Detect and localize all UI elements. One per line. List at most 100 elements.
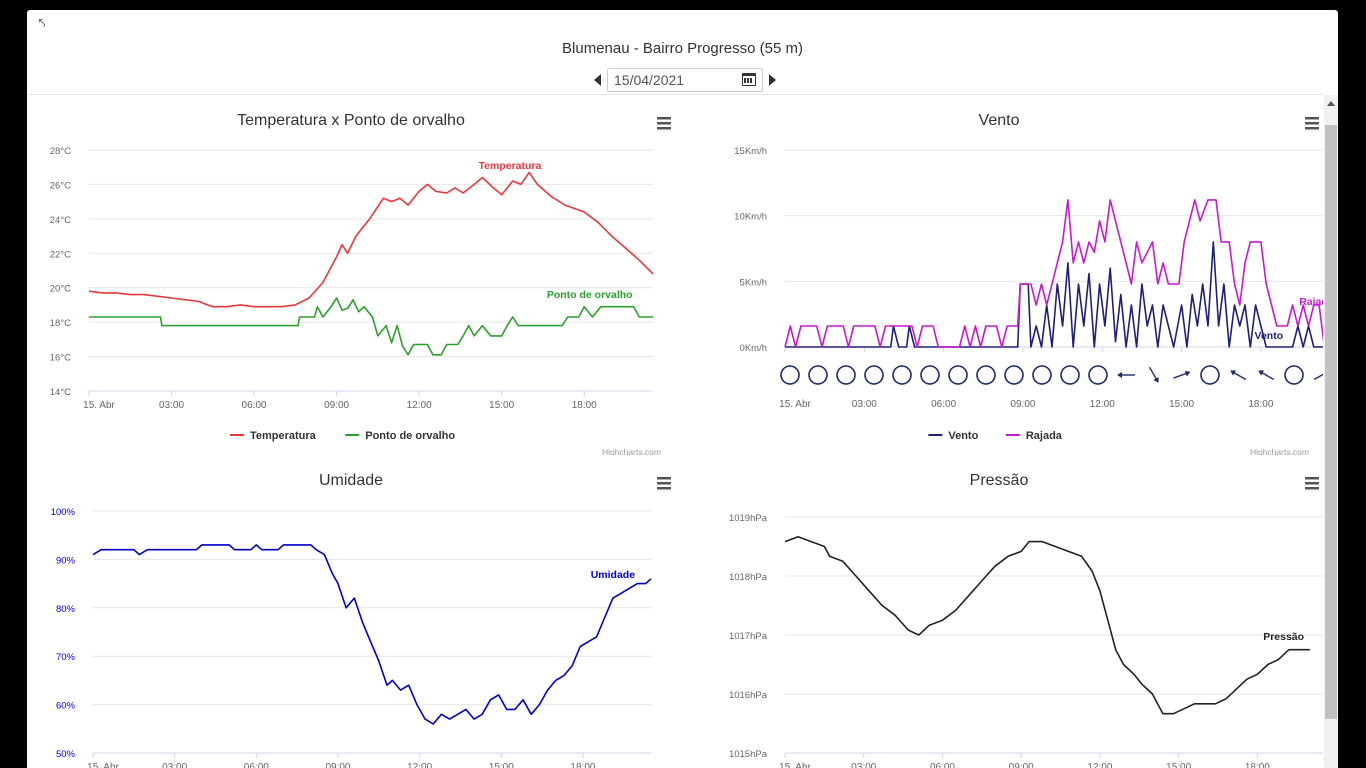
hamburger-menu-icon[interactable]: [1305, 477, 1319, 490]
scrollbar[interactable]: [1324, 95, 1338, 768]
y-tick-label: 14°C: [50, 387, 71, 398]
x-tick-label: 15. Abr: [87, 762, 119, 768]
series-line-umidade: [92, 544, 652, 725]
calm-circle-icon: [864, 365, 884, 385]
collapse-arrows-icon[interactable]: ⤣: [38, 16, 46, 30]
x-tick-label: 15:00: [489, 400, 514, 411]
y-tick-label: 28°C: [50, 146, 71, 157]
y-tick-label: 5Km/h: [740, 277, 767, 288]
x-tick-label: 18:00: [570, 762, 595, 768]
menu-line: [1305, 477, 1319, 480]
y-tick-label: 100%: [51, 507, 76, 518]
chart-temperatura: Temperatura x Ponto de orvalho 28°C 26°C 24…: [27, 95, 675, 455]
chart-svg-humidity: Umidade 100% 90% 80% 70% 60% 50% 15. Abr 03:00 06…: [51, 472, 671, 768]
legend-item[interactable]: Rajada: [1005, 430, 1063, 442]
station-modal: ⤣ Blumenau - Bairro Progresso (55 m) 15/…: [27, 10, 1338, 768]
series-label: Rajada: [1299, 296, 1323, 308]
y-tick-label: 70%: [56, 652, 76, 663]
series-line-vento: [785, 241, 1323, 348]
date-input[interactable]: 15/04/2021: [607, 67, 763, 92]
x-tick-label: 09:00: [1009, 762, 1034, 768]
y-tick-label: 80%: [56, 604, 76, 615]
legend-item[interactable]: Ponto de orvalho: [345, 430, 455, 442]
wind-arrow-icon: [1117, 372, 1135, 378]
menu-line: [657, 122, 671, 125]
caret-left-icon[interactable]: [594, 73, 601, 86]
x-tick-label: 18:00: [572, 400, 597, 411]
wind-arrow-icon: [1148, 366, 1159, 383]
x-tick-label: 06:00: [930, 762, 955, 768]
menu-line: [657, 477, 671, 480]
x-tick-label: 03:00: [852, 399, 877, 410]
x-tick-label: 15. Abr: [779, 399, 811, 410]
menu-line: [657, 117, 671, 120]
y-tick-label: 18°C: [50, 318, 71, 329]
x-tick-label: 06:00: [242, 400, 267, 411]
hamburger-menu-icon[interactable]: [657, 477, 671, 490]
y-tick-label: 1015hPa: [729, 749, 768, 760]
arrow-head: [1153, 376, 1159, 383]
calm-circle-icon: [780, 365, 800, 385]
wind-arrow-icon: [1173, 370, 1191, 379]
x-tick-label: 15:00: [1169, 399, 1194, 410]
legend-label: Vento: [948, 430, 978, 442]
x-tick-label: 03:00: [162, 762, 187, 768]
y-tick-label: 0Km/h: [740, 343, 767, 354]
y-tick-label: 24°C: [50, 215, 71, 226]
menu-line: [1305, 487, 1319, 490]
chart-svg-temp: Temperatura x Ponto de orvalho 28°C 26°C 24…: [50, 112, 671, 455]
x-tick-label: 12:00: [1090, 399, 1115, 410]
menu-line: [1305, 127, 1319, 130]
hamburger-menu-icon[interactable]: [1305, 117, 1319, 130]
hamburger-menu-icon[interactable]: [657, 117, 671, 130]
arrow-shaft: [1313, 370, 1323, 381]
calendar-icon[interactable]: [742, 73, 756, 86]
x-tick-label: 12:00: [1087, 762, 1112, 768]
x-tick-label: 12:00: [407, 762, 432, 768]
x-tick-label: 09:00: [325, 762, 350, 768]
calm-circle-icon: [976, 365, 996, 385]
credits-label: Highcharts.com: [1250, 447, 1309, 455]
y-tick-label: 60%: [56, 701, 76, 712]
header-divider: [27, 94, 1324, 95]
scroll-up-icon[interactable]: [1327, 101, 1335, 106]
station-title: Blumenau - Bairro Progresso (55 m): [562, 40, 803, 57]
legend-item[interactable]: Vento: [928, 430, 979, 442]
calm-circle-icon: [1284, 365, 1304, 385]
caret-right-icon[interactable]: [769, 73, 776, 86]
legend-item[interactable]: Temperatura: [229, 430, 317, 442]
y-tick-label: 15Km/h: [734, 146, 767, 157]
x-tick-label: 09:00: [1010, 399, 1035, 410]
x-tick-label: 15. Abr: [779, 762, 811, 768]
x-tick-label: 12:00: [407, 400, 432, 411]
arrow-head: [1230, 370, 1237, 376]
calm-circle-icon: [1060, 365, 1080, 385]
menu-line: [1305, 117, 1319, 120]
legend-label: Rajada: [1026, 430, 1063, 442]
x-tick-label: 06:00: [244, 762, 269, 768]
x-tick-label: 06:00: [931, 399, 956, 410]
chart-vento: Vento 15Km/h 10Km/h 5Km/h 0Km/h 15. Abr 03:00 0…: [675, 95, 1323, 455]
scroll-thumb[interactable]: [1325, 125, 1337, 719]
menu-line: [657, 127, 671, 130]
date-value: 15/04/2021: [614, 71, 685, 88]
series-label: Ponto de orvalho: [547, 289, 633, 301]
x-tick-label: 09:00: [324, 400, 349, 411]
y-tick-label: 22°C: [50, 249, 71, 260]
chart-title: Temperatura x Ponto de orvalho: [237, 112, 465, 129]
x-tick-label: 15. Abr: [83, 400, 115, 411]
menu-line: [657, 482, 671, 485]
date-navigator: 15/04/2021: [594, 67, 776, 92]
wind-arrow-icon: [1313, 370, 1323, 381]
calm-circle-icon: [808, 365, 828, 385]
legend-label: Temperatura: [250, 430, 317, 442]
x-tick-label: 03:00: [159, 400, 184, 411]
series-line-temperatura: [88, 171, 654, 308]
x-tick-label: 15:00: [1166, 762, 1191, 768]
chart-pressao: Pressão 1019hPa 1018hPa 1017hPa 1016hPa 1015h…: [675, 455, 1323, 768]
y-tick-label: 90%: [56, 555, 76, 566]
chart-title: Vento: [979, 112, 1020, 129]
menu-line: [1305, 482, 1319, 485]
calm-circle-icon: [920, 365, 940, 385]
chart-umidade: Umidade 100% 90% 80% 70% 60% 50% 15. Abr 03:00 06…: [27, 455, 675, 768]
